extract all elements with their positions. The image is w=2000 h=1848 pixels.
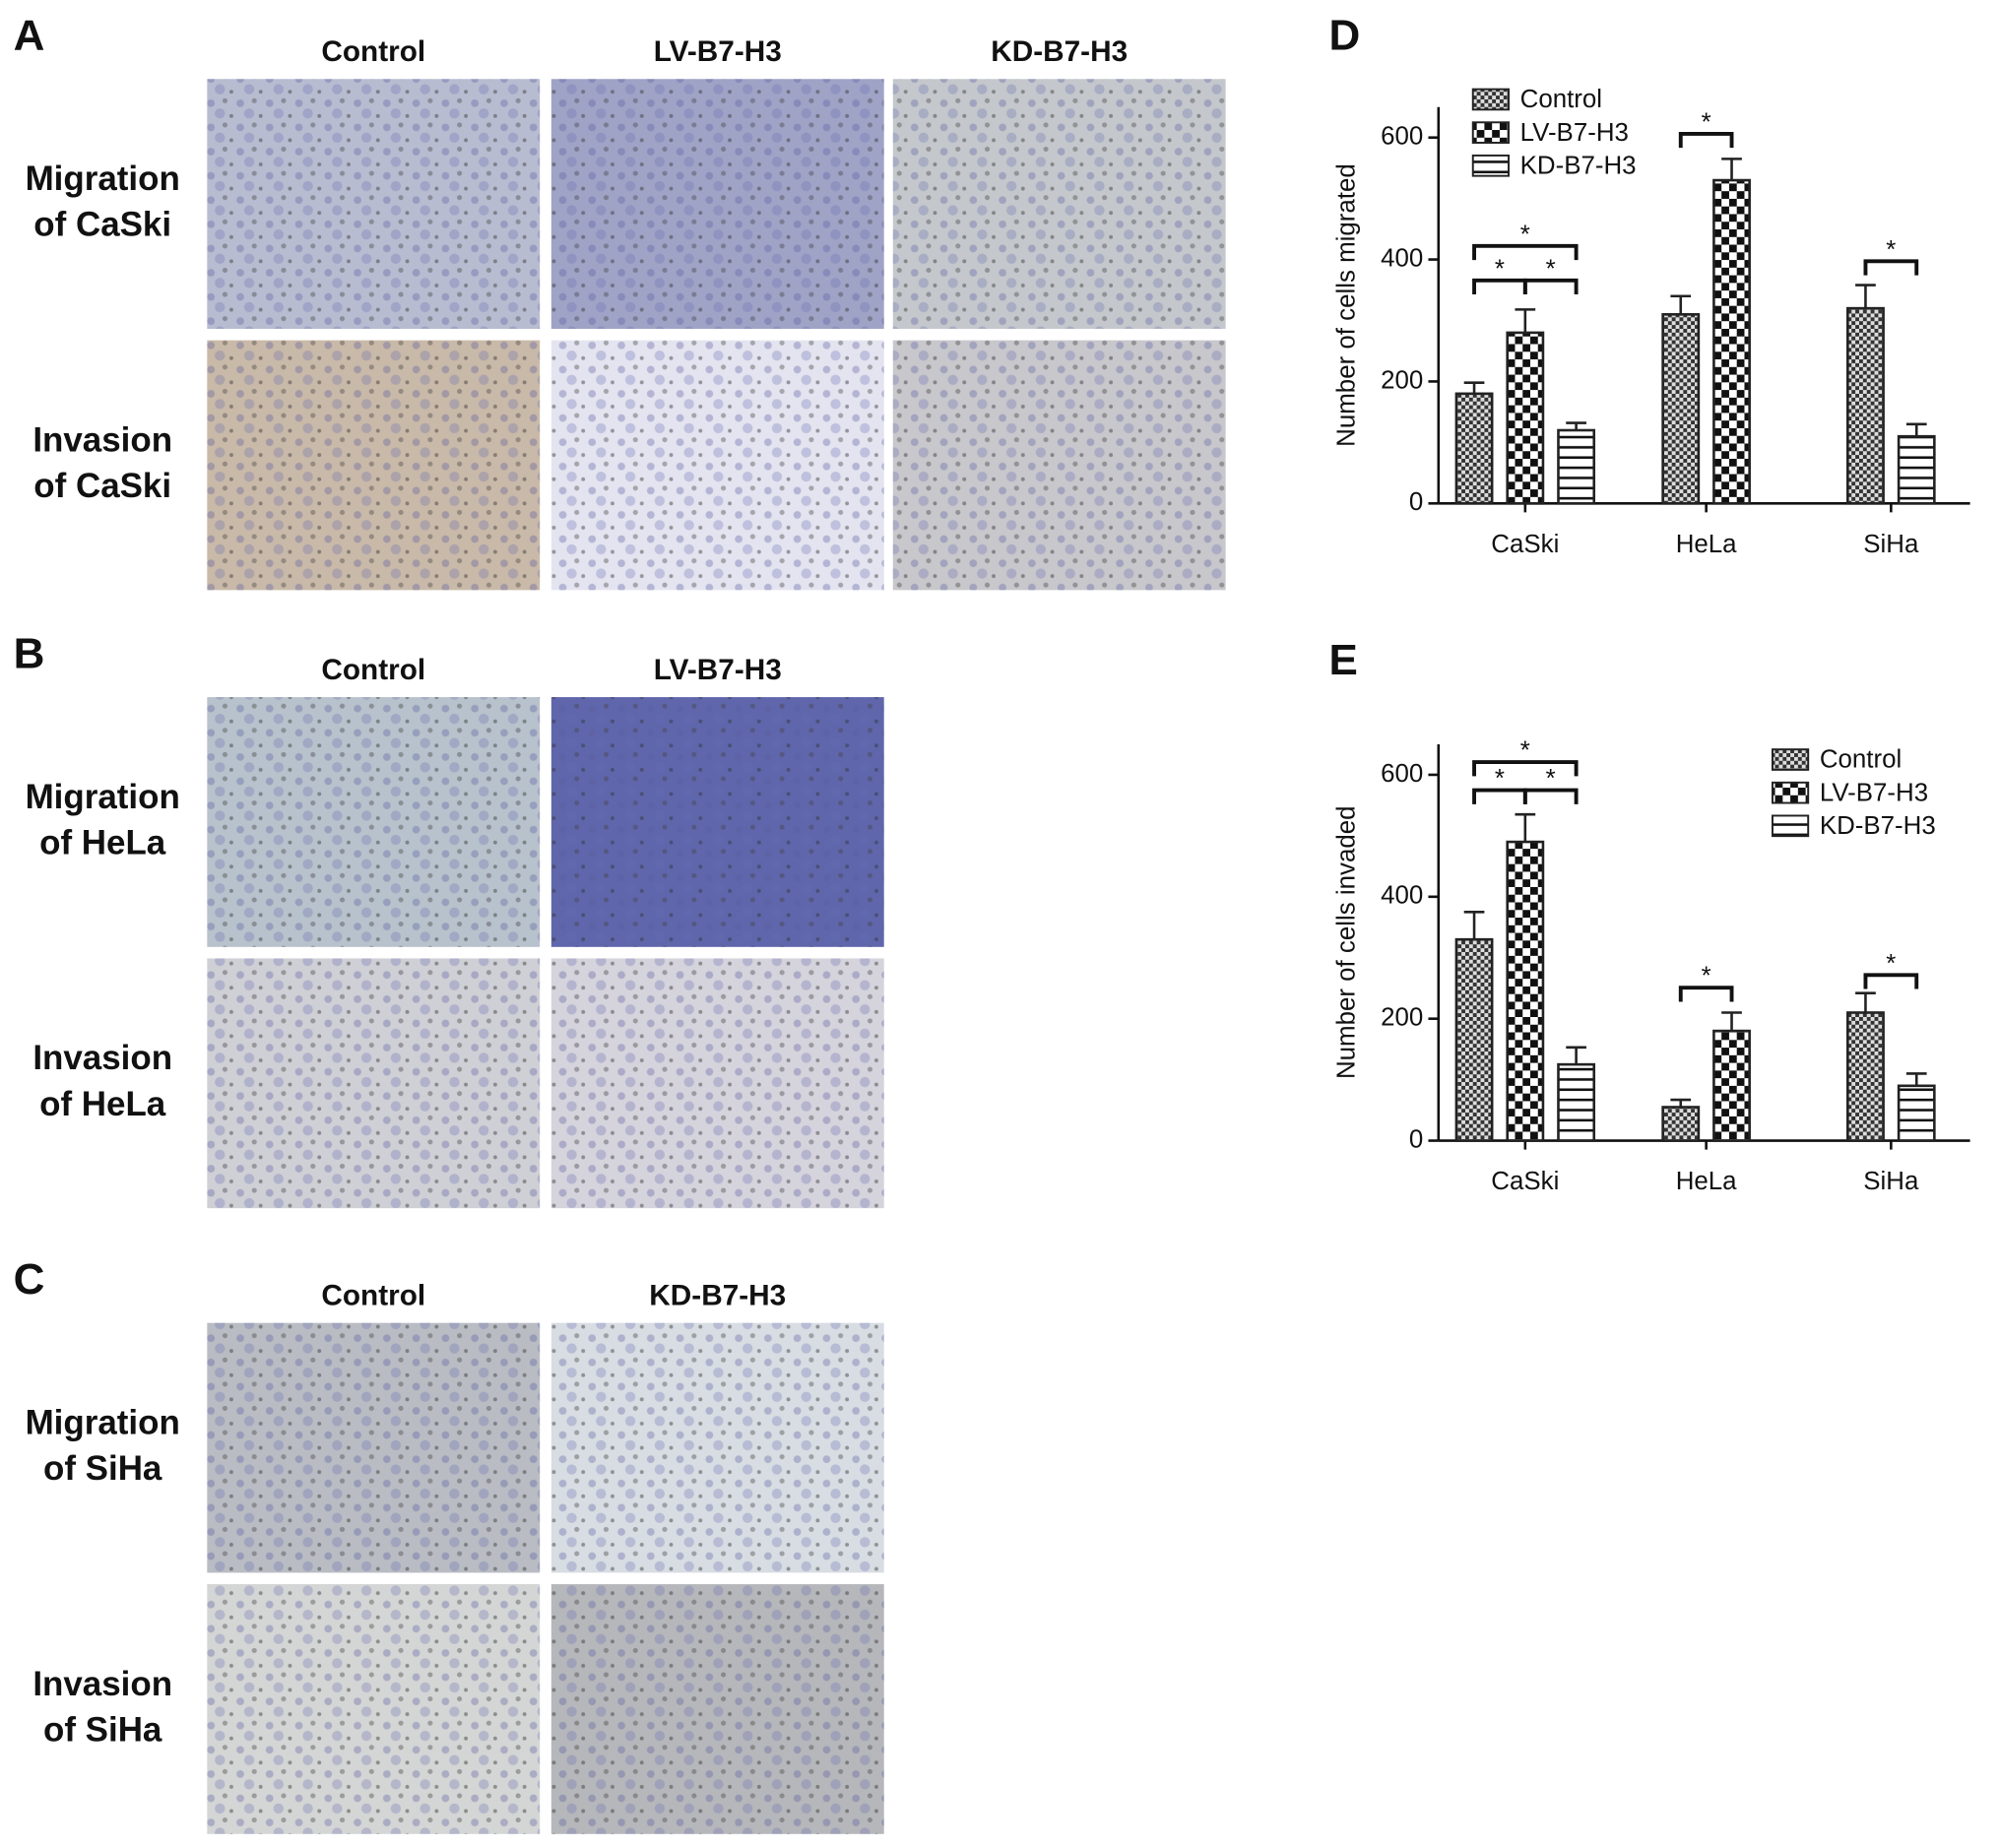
bar [1506,331,1545,505]
column-header: Control [321,1280,425,1312]
bar [1661,313,1701,505]
significance-mark: * [1546,255,1556,283]
micrograph-texture [550,697,884,947]
significance-mark: * [1886,236,1896,264]
legend-swatch [1471,88,1510,111]
legend-label: LV-B7-H3 [1520,119,1629,147]
panel-label: B [14,629,45,677]
panel-label: E [1328,636,1357,684]
y-tick-label: 0 [1409,488,1423,516]
bar [1557,1062,1596,1142]
legend-swatch [1771,814,1810,838]
row-label: Invasion [32,420,172,459]
y-axis-title: Number of cells migrated [1333,163,1361,447]
y-tick-label: 400 [1381,882,1423,910]
micrograph-texture [207,1322,541,1573]
significance-mark: * [1495,255,1505,283]
micrograph-texture [892,340,1226,591]
y-tick-label: 0 [1409,1125,1423,1153]
column-header: LV-B7-H3 [654,35,782,68]
panel-label: C [14,1255,45,1304]
legend-label: KD-B7-H3 [1520,152,1637,179]
micrograph-texture [207,697,541,947]
significance-mark: * [1520,737,1530,765]
row-label: Migration [26,1403,180,1441]
legend-swatch [1471,121,1510,144]
significance-mark: * [1702,108,1711,136]
micrograph-texture [207,1584,541,1834]
significance-bracket [1678,986,1734,1002]
micrograph-texture [550,79,884,329]
x-tick-label: SiHa [1863,1168,1919,1195]
row-label: of CaSki [33,206,171,244]
significance-bracket [1522,278,1579,295]
y-tick-label: 600 [1381,123,1423,151]
bar [1557,428,1596,505]
x-tick-label: HeLa [1676,531,1737,558]
x-tick-label: SiHa [1863,531,1919,558]
row-label: of CaSki [33,467,171,505]
legend-swatch [1771,781,1810,804]
micrograph-texture [550,340,884,591]
significance-mark: * [1546,765,1556,793]
bar [1454,937,1494,1142]
column-header: KD-B7-H3 [649,1280,786,1312]
micrograph-texture [207,79,541,329]
bar [1846,1011,1885,1142]
significance-mark: * [1495,765,1505,793]
significance-bracket [1472,243,1579,261]
micrograph-texture [892,79,1226,329]
x-tick-label: HeLa [1676,1168,1737,1195]
panel-label: A [14,11,45,59]
column-header: KD-B7-H3 [991,35,1128,68]
y-axis-title: Number of cells invaded [1333,805,1361,1079]
x-tick-label: CaSki [1491,1168,1559,1195]
column-header: Control [321,654,425,686]
micrograph-texture [207,958,541,1209]
legend-swatch [1771,748,1810,771]
significance-bracket [1472,760,1579,777]
bar [1661,1106,1701,1142]
micrograph-texture [550,1584,884,1834]
bar [1846,306,1885,505]
legend-label: Control [1520,86,1602,113]
legend-label: KD-B7-H3 [1820,812,1936,840]
bar [1712,178,1751,505]
column-header: LV-B7-H3 [654,654,782,686]
significance-bracket [1678,131,1734,149]
bar [1712,1029,1751,1142]
micrograph-texture [550,1322,884,1573]
significance-bracket [1522,788,1579,804]
bar [1897,434,1936,505]
row-label: Migration [26,778,180,816]
row-label: Migration [26,159,180,198]
row-label: of HeLa [39,823,166,861]
row-label: of HeLa [39,1085,166,1123]
significance-bracket [1863,973,1919,989]
bar [1506,840,1545,1142]
significance-mark: * [1886,950,1896,978]
row-label: of SiHa [43,1449,162,1488]
bar [1897,1084,1936,1142]
y-tick-label: 400 [1381,244,1423,272]
y-tick-label: 600 [1381,760,1423,788]
significance-bracket [1863,259,1919,276]
micrograph-texture [550,958,884,1209]
row-label: Invasion [32,1665,172,1703]
x-tick-label: CaSki [1491,531,1559,558]
row-label: Invasion [32,1039,172,1077]
column-header: Control [321,35,425,68]
significance-mark: * [1520,221,1530,248]
significance-mark: * [1702,963,1711,990]
y-tick-label: 200 [1381,366,1423,394]
micrograph-texture [207,340,541,591]
legend-swatch [1471,154,1510,177]
bar [1454,392,1494,505]
legend-label: LV-B7-H3 [1820,779,1928,806]
panel-label: D [1328,11,1360,59]
y-tick-label: 200 [1381,1004,1423,1032]
legend-label: Control [1820,746,1902,774]
row-label: of SiHa [43,1710,162,1749]
